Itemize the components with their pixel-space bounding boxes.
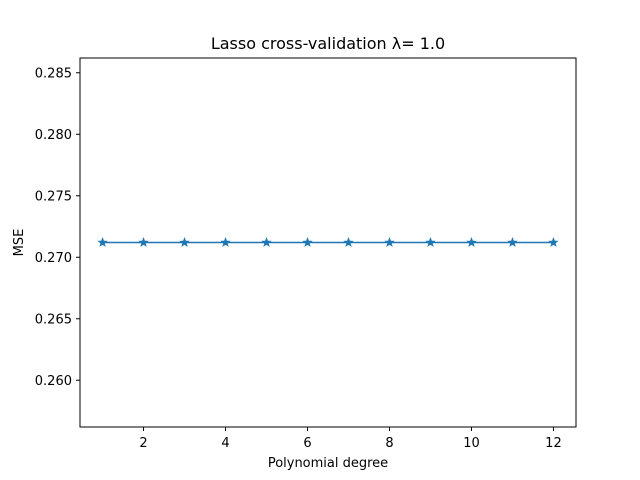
plot-area xyxy=(79,57,577,428)
data-point xyxy=(466,237,477,247)
data-point xyxy=(302,237,313,247)
series-layer xyxy=(97,237,559,247)
x-axis-label: Polynomial degree xyxy=(268,456,388,471)
x-tick-label: 6 xyxy=(303,436,311,451)
x-tick-label: 8 xyxy=(385,436,393,451)
data-point xyxy=(179,237,190,247)
y-axis: 0.260 0.265 0.270 0.275 0.280 0.285 xyxy=(35,66,80,389)
axes-frame xyxy=(79,57,577,428)
x-tick-label: 2 xyxy=(139,436,147,451)
chart-title: Lasso cross-validation λ= 1.0 xyxy=(211,34,445,53)
y-tick-label: 0.270 xyxy=(35,251,72,266)
data-point xyxy=(220,237,231,247)
x-tick-label: 4 xyxy=(221,436,229,451)
data-point xyxy=(384,237,395,247)
data-point xyxy=(507,237,518,247)
data-point xyxy=(138,237,149,247)
x-tick-label: 10 xyxy=(463,436,480,451)
y-tick-label: 0.265 xyxy=(35,312,72,327)
x-tick-label: 12 xyxy=(545,436,562,451)
y-tick-label: 0.275 xyxy=(35,189,72,204)
data-point xyxy=(261,237,272,247)
data-point xyxy=(97,237,108,247)
y-tick-label: 0.285 xyxy=(35,66,72,81)
y-tick-label: 0.260 xyxy=(35,374,72,389)
data-point xyxy=(548,237,559,247)
data-point xyxy=(425,237,436,247)
data-point xyxy=(343,237,354,247)
y-tick-label: 0.280 xyxy=(35,128,72,143)
x-axis: 2 4 6 8 10 12 xyxy=(139,427,562,451)
y-axis-label: MSE xyxy=(12,229,27,257)
